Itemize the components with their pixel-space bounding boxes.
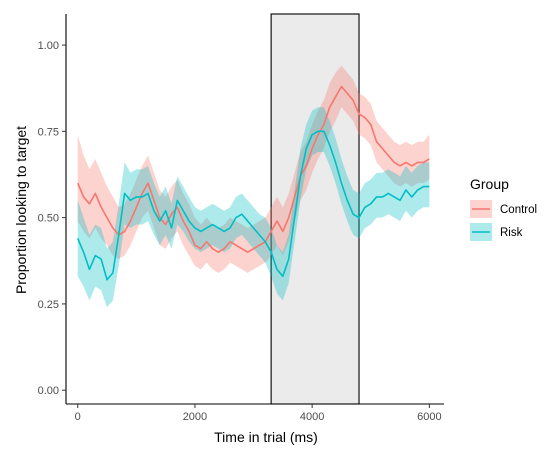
ribbon-control bbox=[77, 65, 430, 273]
x-tick-label: 6000 bbox=[417, 411, 441, 423]
y-tick-label: 0.50 bbox=[38, 213, 59, 225]
y-tick-label: 0.75 bbox=[38, 126, 59, 138]
axes: 0.00 0.25 0.50 0.75 1.00 0 2000 4000 6000 bbox=[38, 14, 444, 423]
series-line-control bbox=[76, 85, 430, 253]
x-tick-label: 4000 bbox=[300, 411, 324, 423]
ribbon-risk bbox=[77, 107, 430, 308]
series-line-risk bbox=[76, 130, 430, 281]
y-tick-label: 0.00 bbox=[38, 385, 59, 397]
y-axis-title: Proportion looking to target bbox=[13, 126, 29, 294]
legend-label-control: Control bbox=[500, 204, 537, 216]
y-tick-label: 0.25 bbox=[38, 299, 59, 311]
x-axis-title: Time in trial (ms) bbox=[214, 429, 318, 445]
legend: Group Control Risk bbox=[470, 176, 537, 241]
plot-area bbox=[76, 13, 430, 405]
y-tick-label: 1.00 bbox=[38, 40, 59, 52]
legend-title: Group bbox=[470, 176, 509, 192]
x-tick-label: 2000 bbox=[183, 411, 207, 423]
shaded-time-window bbox=[270, 13, 360, 405]
x-tick-label: 0 bbox=[75, 411, 81, 423]
legend-label-risk: Risk bbox=[500, 227, 523, 239]
